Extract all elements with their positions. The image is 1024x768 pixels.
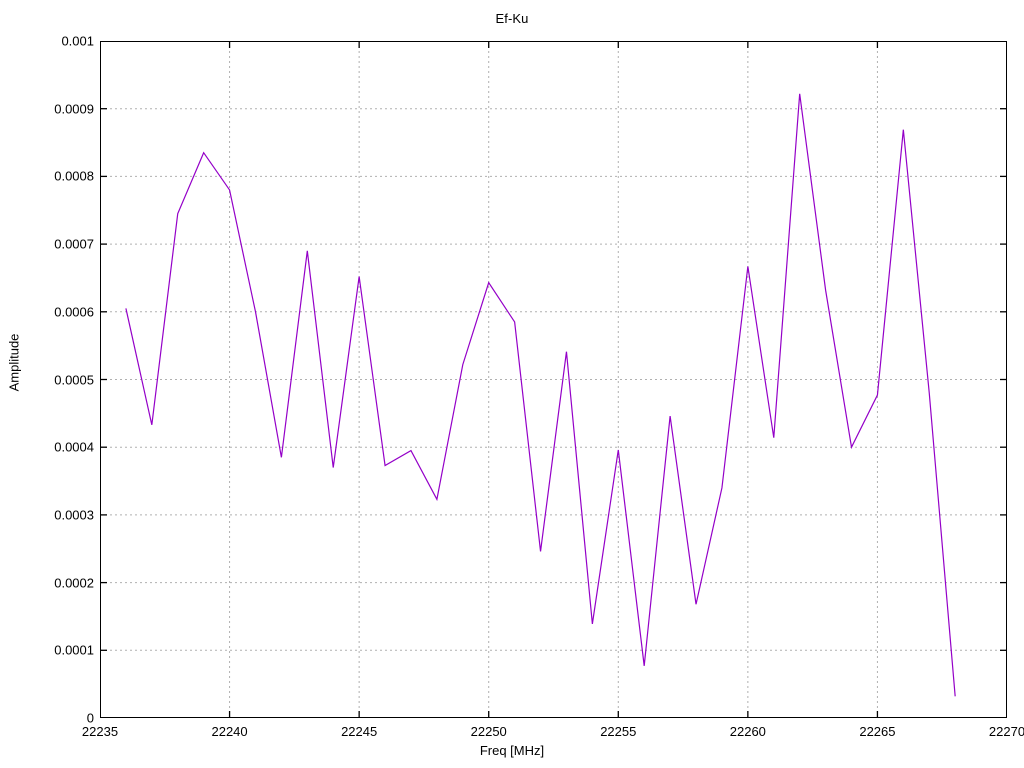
- y-tick-label: 0.001: [61, 33, 94, 49]
- y-tick-label: 0.0007: [54, 236, 94, 252]
- y-tick-label: 0.0008: [54, 168, 94, 184]
- y-tick-label: 0.0009: [54, 101, 94, 117]
- x-tick-label: 22265: [859, 724, 896, 739]
- axis-ticks: [100, 41, 1007, 718]
- x-tick-label: 22240: [211, 724, 248, 739]
- y-tick-label: 0.0004: [54, 439, 94, 455]
- plot-area: [100, 41, 1007, 718]
- series-lines: [125, 93, 956, 697]
- gridlines: [100, 41, 1007, 718]
- series-line: [125, 93, 956, 697]
- x-tick-label: 22255: [600, 724, 637, 739]
- y-tick-label: 0: [86, 710, 94, 726]
- x-tick-label: 22260: [729, 724, 766, 739]
- x-tick-label: 22270: [988, 724, 1024, 739]
- y-tick-label: 0.0003: [54, 507, 94, 523]
- x-axis-label: Freq [MHz]: [479, 743, 545, 758]
- y-tick-label: 0.0001: [54, 642, 94, 658]
- y-tick-label: 0.0006: [54, 304, 94, 320]
- x-tick-label: 22235: [81, 724, 119, 739]
- x-axis-tick-labels: 22235 22240 22245 22250 22255 22260 22265 22270: [0, 724, 1024, 746]
- data-plot: [100, 41, 1007, 718]
- y-tick-label: 0.0005: [54, 372, 94, 387]
- y-tick-label: 0.0002: [54, 575, 94, 591]
- y-axis-tick-labels: 0 0.0001 0.0002 0.0003 0.0004 0.0005 0.0006 0.0…: [0, 0, 94, 768]
- chart-title: Ef-Ku: [495, 11, 529, 26]
- x-tick-label: 22245: [341, 724, 378, 739]
- x-tick-label: 22250: [470, 724, 507, 739]
